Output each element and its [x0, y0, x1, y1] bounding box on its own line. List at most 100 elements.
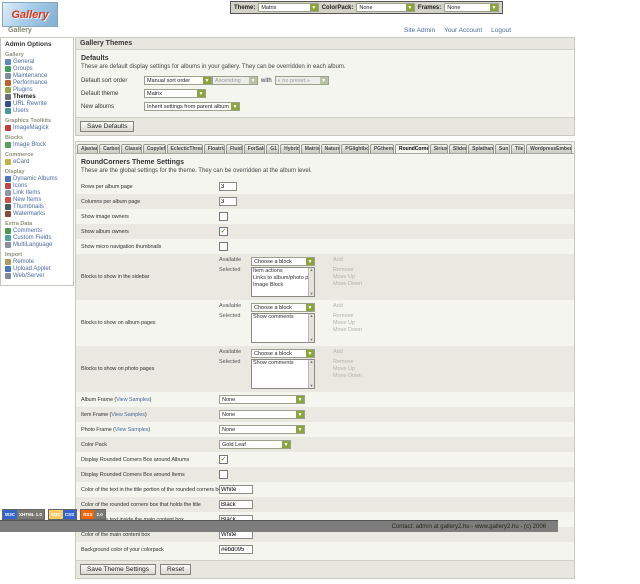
background-color-of-your-colorpack-input[interactable]: [219, 545, 253, 554]
frames-select[interactable]: None ▼: [444, 3, 499, 12]
remove-button[interactable]: Remove: [333, 359, 354, 365]
sidebar-item-groups[interactable]: Groups: [5, 66, 71, 72]
sidebar-item-icons[interactable]: Icons: [5, 183, 71, 189]
block-item[interactable]: Item actions: [253, 268, 283, 274]
choose-a-block-select[interactable]: Choose a block ▼: [251, 257, 315, 266]
remove-button[interactable]: Remove: [333, 313, 354, 319]
scrollbar[interactable]: ▲ ▼: [308, 268, 314, 296]
sidebar-item-remote[interactable]: Remote: [5, 259, 71, 265]
tab-roundcorners[interactable]: RoundCorners: [394, 144, 429, 153]
show-micro-navigation-thumbnails-checkbox[interactable]: [219, 242, 228, 251]
default-sort-order-select[interactable]: Manual sort order ▼: [144, 76, 212, 85]
tab-siriux[interactable]: Siriux: [429, 144, 448, 153]
blocks-to-show-on-album-pages-selected-list[interactable]: Show comments ▲ ▼: [251, 313, 315, 343]
scrollbar[interactable]: ▲ ▼: [308, 314, 314, 342]
move-down-button[interactable]: Move Down: [333, 327, 363, 333]
badge-w3c-xhtml-1-0[interactable]: W3C XHTML 1.0: [2, 509, 45, 520]
sidebar-item-dynamic-albums[interactable]: Dynamic Albums: [5, 176, 71, 182]
gallery-logo[interactable]: Gallery: [2, 2, 58, 27]
sidebar-item-new-items[interactable]: New Items: [5, 197, 71, 203]
move-up-button[interactable]: Move Up: [333, 320, 356, 326]
sidebar-item-performance[interactable]: Performance: [5, 80, 71, 86]
scroll-up-icon[interactable]: ▲: [309, 267, 314, 272]
photo-frame-select[interactable]: None ▼: [219, 425, 305, 434]
add-button[interactable]: Add: [333, 257, 343, 263]
tab-tile[interactable]: Tile: [510, 144, 526, 153]
sort-direction-select[interactable]: Ascending ▼: [212, 76, 258, 85]
tab-matrix[interactable]: Matrix: [300, 144, 320, 153]
tab-carbon[interactable]: Carbon: [99, 144, 120, 153]
scroll-down-icon[interactable]: ▼: [309, 383, 314, 388]
tab-floatrix[interactable]: Floatrix: [203, 144, 225, 153]
sidebar-item-thumbnails[interactable]: Thumbnails: [5, 204, 71, 210]
sidebar-item-upload-applet[interactable]: Upload Applet: [5, 266, 71, 272]
move-up-button[interactable]: Move Up: [333, 274, 356, 280]
tab-ajaxian[interactable]: Ajaxian: [77, 144, 99, 153]
scroll-up-icon[interactable]: ▲: [309, 313, 314, 318]
sidebar-item-web-server[interactable]: Web/Server: [5, 273, 71, 279]
tab-copyleft[interactable]: Copyleft: [142, 144, 166, 153]
color-pack-select[interactable]: Gold Leaf ▼: [219, 440, 291, 449]
tab-pglightbox[interactable]: PGlightbox: [341, 144, 369, 153]
new-albums-select[interactable]: Inherit settings from parent album ▼: [144, 102, 240, 111]
tab-splathang[interactable]: Splathang: [468, 144, 494, 153]
add-button[interactable]: Add: [333, 349, 343, 355]
sort-preset-select[interactable]: « no preset » ▼: [274, 76, 329, 85]
tab-slider[interactable]: Slider: [448, 144, 468, 153]
sidebar-item-image-block[interactable]: Image Block: [5, 142, 71, 148]
sidebar-item-watermarks[interactable]: Watermarks: [5, 211, 71, 217]
display-rounded-corners-box-around-albums-checkbox[interactable]: ✓: [219, 455, 228, 464]
badge-rss-2-0[interactable]: RSS 2.0: [80, 509, 106, 520]
tab-sun[interactable]: Sun: [494, 144, 510, 153]
tab-pgtheme[interactable]: PGtheme: [369, 144, 394, 153]
tab-classic[interactable]: Classic: [120, 144, 142, 153]
tab-forsale[interactable]: ForSale: [243, 144, 266, 153]
remove-button[interactable]: Remove: [333, 267, 354, 273]
tab-g1[interactable]: G1: [266, 144, 280, 153]
scroll-up-icon[interactable]: ▲: [309, 359, 314, 364]
sidebar-item-plugins[interactable]: Plugins: [5, 87, 71, 93]
colorpack-select[interactable]: None ▼: [356, 3, 415, 12]
display-rounded-corners-box-around-items-checkbox[interactable]: [219, 470, 228, 479]
theme-select[interactable]: Matrix ▼: [258, 3, 319, 12]
block-item[interactable]: Image Block: [253, 282, 284, 288]
tab-wordpressembedded[interactable]: WordpressEmbedded: [526, 144, 573, 153]
choose-a-block-select[interactable]: Choose a block ▼: [251, 303, 315, 312]
show-image-owners-checkbox[interactable]: [219, 212, 228, 221]
move-up-button[interactable]: Move Up: [333, 366, 356, 372]
sidebar-item-comments[interactable]: Comments: [5, 228, 71, 234]
sidebar-item-multilanguage[interactable]: MultiLanguage: [5, 242, 71, 248]
sidebar-item-users[interactable]: Users: [5, 108, 71, 114]
sidebar-item-maintenance[interactable]: Maintenance: [5, 73, 71, 79]
top-link-logout[interactable]: Logout: [491, 27, 512, 34]
block-item[interactable]: Links to album/photo peers: [253, 275, 308, 281]
move-down-button[interactable]: Move Down: [333, 373, 363, 379]
tab-eclecticthreads[interactable]: EclecticThreads: [166, 144, 203, 153]
tab-nature[interactable]: Nature: [320, 144, 341, 153]
sidebar-item-link-items[interactable]: Link Items: [5, 190, 71, 196]
item-frame-select[interactable]: None ▼: [219, 410, 305, 419]
block-item[interactable]: Show comments: [253, 360, 294, 366]
default-theme-select[interactable]: Matrix ▼: [144, 89, 206, 98]
view-samples-link[interactable]: View Samples: [116, 396, 150, 403]
album-frame-select[interactable]: None ▼: [219, 395, 305, 404]
tab-fluid[interactable]: Fluid: [225, 144, 243, 153]
blocks-to-show-on-photo-pages-selected-list[interactable]: Show comments ▲ ▼: [251, 359, 315, 389]
top-link-site-admin[interactable]: Site Admin: [404, 27, 436, 34]
save-theme-settings-button[interactable]: Save Theme Settings: [80, 564, 157, 575]
scroll-down-icon[interactable]: ▼: [309, 291, 314, 296]
color-of-the-text-in-the-title-portion-of-the-rounded-corners-box-input[interactable]: [219, 485, 253, 494]
scrollbar[interactable]: ▲ ▼: [308, 360, 314, 388]
sidebar-item-url-rewrite[interactable]: URL Rewrite: [5, 101, 71, 107]
view-samples-link[interactable]: View Samples: [114, 426, 149, 433]
reset-button[interactable]: Reset: [160, 564, 192, 575]
block-item[interactable]: Show comments: [253, 314, 294, 320]
show-album-owners-checkbox[interactable]: ✓: [219, 227, 228, 236]
top-link-your-account[interactable]: Your Account: [444, 27, 483, 34]
scroll-down-icon[interactable]: ▼: [309, 337, 314, 342]
columns-per-album-page-input[interactable]: [219, 197, 237, 206]
move-down-button[interactable]: Move Down: [333, 281, 363, 287]
choose-a-block-select[interactable]: Choose a block ▼: [251, 349, 315, 358]
sidebar-item-general[interactable]: General: [5, 59, 71, 65]
